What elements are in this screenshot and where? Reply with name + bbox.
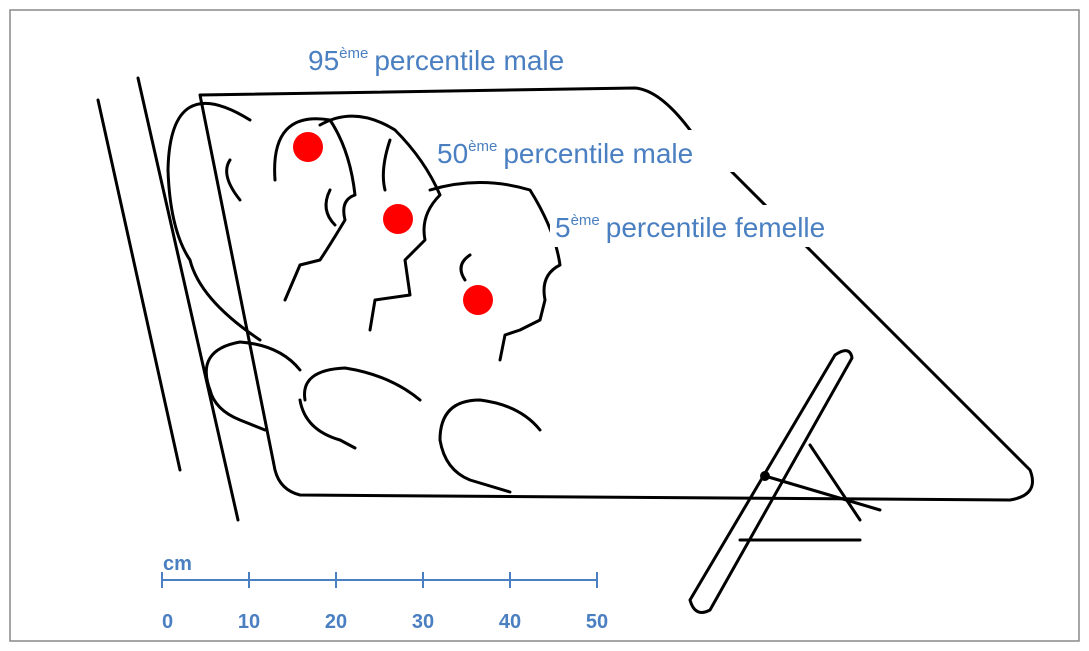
dummy-label: 50ème percentile male <box>437 138 693 169</box>
head-point <box>293 132 323 162</box>
scale-tick-label: 40 <box>499 611 521 633</box>
scale-unit: cm <box>163 553 192 575</box>
label-text: percentile femelle <box>606 212 825 243</box>
label-number: 5 <box>555 212 571 243</box>
scale: cm 0 10 20 30 40 50 <box>161 553 608 633</box>
frame <box>9 9 1080 642</box>
label-text: percentile male <box>374 45 564 76</box>
label-backdrop <box>300 38 650 78</box>
scale-tick-label: 0 <box>162 611 173 633</box>
head-point <box>383 204 413 234</box>
head-point <box>463 285 493 315</box>
car-sketch <box>96 76 1034 614</box>
label-number: 95 <box>308 45 339 76</box>
label-backdrop <box>430 130 770 172</box>
scale-tick-label: 50 <box>586 611 608 633</box>
scale-tick-label: 30 <box>412 611 434 633</box>
dummy-label: 5ème percentile femelle <box>555 212 825 243</box>
label-superscript: ème <box>571 212 600 229</box>
scale-tick-label: 10 <box>238 611 260 633</box>
dummy-label: 95ème percentile male <box>308 45 564 76</box>
label-superscript: ème <box>468 138 497 155</box>
label-text: percentile male <box>503 138 693 169</box>
scale-tick-label: 20 <box>325 611 347 633</box>
label-superscript: ème <box>339 45 368 62</box>
label-backdrop <box>550 205 920 247</box>
label-number: 50 <box>437 138 468 169</box>
